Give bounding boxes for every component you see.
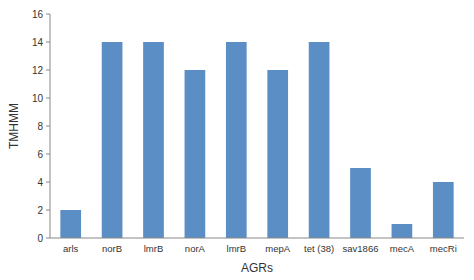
y-tick: [46, 154, 50, 155]
y-tick: [46, 126, 50, 127]
y-tick: [46, 210, 50, 211]
y-tick-label: 12: [32, 65, 44, 76]
bar: [392, 224, 413, 238]
axes: 0 2 4 6 8 10 12 14 16 arls norB lmrB norA lmrB mepA tet…: [32, 9, 464, 255]
y-tick-label: 10: [32, 93, 44, 104]
y-tick-label: 8: [37, 121, 43, 132]
bar: [433, 182, 454, 238]
y-tick-label: 4: [37, 177, 43, 188]
x-tick-label: lmrB: [227, 243, 247, 254]
x-axis-label: AGRs: [241, 261, 273, 275]
x-tick-label: lmrB: [144, 243, 164, 254]
y-tick-label: 2: [37, 205, 43, 216]
x-tick-label: mecA: [390, 243, 415, 254]
x-tick-label: mecRi: [430, 243, 457, 254]
bars: [60, 42, 453, 238]
y-tick-label: 14: [32, 37, 44, 48]
bar: [309, 42, 330, 238]
bar: [60, 210, 81, 238]
bar: [185, 70, 206, 238]
x-tick-label: mepA: [265, 243, 290, 254]
x-tick-label: norA: [185, 243, 206, 254]
y-tick-label: 6: [37, 149, 43, 160]
bar: [143, 42, 164, 238]
y-tick: [46, 238, 50, 239]
x-tick-label: sav1866: [343, 243, 379, 254]
bar: [350, 168, 371, 238]
y-tick: [46, 14, 50, 15]
y-tick-label: 16: [32, 9, 44, 20]
y-axis-label: TMHMM: [7, 103, 21, 149]
y-tick: [46, 98, 50, 99]
x-tick-label: norB: [102, 243, 122, 254]
bar: [102, 42, 123, 238]
y-tick-label: 0: [37, 233, 43, 244]
chart-container: 0 2 4 6 8 10 12 14 16 arls norB lmrB norA lmrB mepA tet…: [0, 0, 474, 280]
y-tick: [46, 42, 50, 43]
y-tick: [46, 182, 50, 183]
chart-svg: 0 2 4 6 8 10 12 14 16 arls norB lmrB norA lmrB mepA tet…: [0, 0, 474, 280]
y-tick: [46, 70, 50, 71]
x-tick-label: arls: [63, 243, 79, 254]
x-axis-line: [50, 238, 464, 239]
bar: [267, 70, 288, 238]
x-tick-label: tet (38): [304, 243, 334, 254]
bar: [226, 42, 247, 238]
